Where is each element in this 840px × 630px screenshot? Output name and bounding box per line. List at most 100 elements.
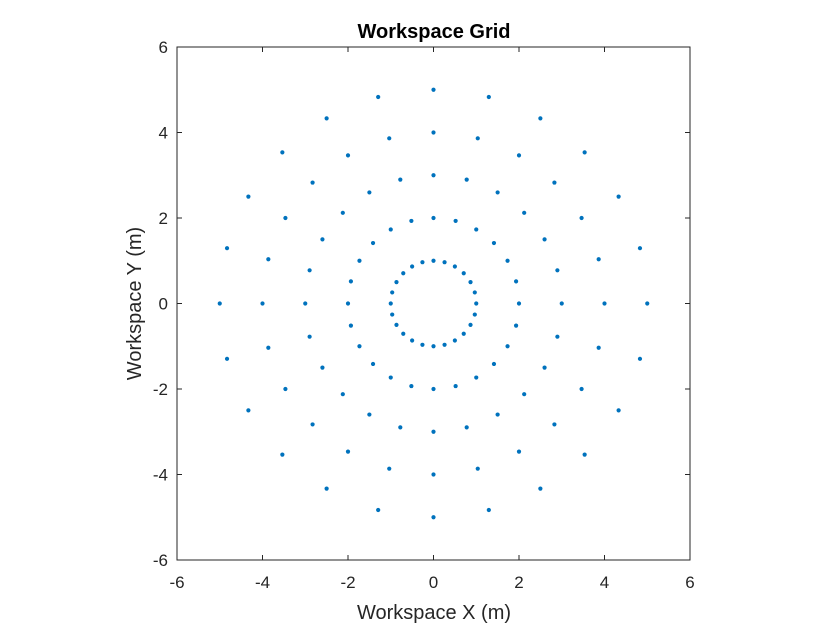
data-point bbox=[217, 301, 222, 306]
data-point bbox=[388, 227, 393, 232]
data-point bbox=[280, 452, 285, 457]
data-point bbox=[283, 386, 288, 392]
data-point bbox=[266, 345, 271, 350]
data-point bbox=[513, 279, 519, 284]
y-tick-label: 2 bbox=[159, 209, 168, 228]
data-point bbox=[320, 365, 325, 370]
data-point bbox=[579, 386, 584, 392]
plot-area bbox=[176, 46, 691, 561]
data-point bbox=[505, 258, 510, 263]
data-point bbox=[453, 383, 458, 389]
data-point bbox=[367, 412, 372, 417]
data-point bbox=[410, 338, 415, 343]
data-point bbox=[345, 301, 351, 306]
data-point bbox=[645, 301, 650, 306]
data-point bbox=[409, 218, 414, 224]
data-point bbox=[345, 153, 351, 158]
x-tick-label: 2 bbox=[514, 573, 523, 592]
data-point bbox=[475, 136, 480, 141]
data-point bbox=[431, 344, 436, 349]
data-point bbox=[324, 486, 329, 491]
data-point bbox=[431, 215, 436, 221]
data-point bbox=[538, 116, 543, 121]
y-tick-label: -4 bbox=[153, 466, 168, 485]
data-point bbox=[357, 344, 362, 349]
data-point bbox=[401, 331, 406, 336]
data-points bbox=[217, 87, 650, 520]
data-point bbox=[398, 425, 403, 430]
data-point bbox=[370, 240, 376, 246]
data-point bbox=[420, 342, 425, 347]
data-point bbox=[431, 87, 436, 92]
data-point bbox=[468, 322, 473, 327]
data-point bbox=[538, 486, 543, 491]
data-point bbox=[442, 260, 447, 265]
data-point bbox=[398, 177, 403, 182]
y-tick-label: 0 bbox=[159, 295, 168, 314]
data-point bbox=[637, 356, 643, 361]
data-point bbox=[472, 312, 477, 317]
data-point bbox=[542, 237, 547, 242]
data-point bbox=[266, 257, 271, 262]
data-point bbox=[468, 280, 473, 285]
x-tick-label: 6 bbox=[685, 573, 694, 592]
data-point bbox=[431, 130, 436, 135]
x-tick-label: -4 bbox=[255, 573, 270, 592]
y-tick-label: 4 bbox=[159, 124, 168, 143]
data-point bbox=[491, 361, 497, 367]
data-point bbox=[394, 322, 399, 327]
y-axis-label: Workspace Y (m) bbox=[124, 227, 146, 380]
data-point bbox=[401, 271, 406, 276]
x-axis-label: Workspace X (m) bbox=[357, 602, 511, 624]
data-point bbox=[348, 279, 354, 284]
data-point bbox=[387, 466, 392, 471]
data-point bbox=[307, 268, 312, 273]
data-point bbox=[410, 264, 415, 269]
data-point bbox=[324, 116, 329, 121]
x-tick-label: 0 bbox=[429, 573, 438, 592]
data-point bbox=[376, 507, 381, 513]
data-point bbox=[495, 190, 500, 195]
data-point bbox=[464, 425, 469, 430]
data-point bbox=[388, 301, 393, 306]
data-point bbox=[637, 246, 643, 251]
data-point bbox=[555, 334, 560, 339]
data-point bbox=[224, 246, 230, 251]
data-point bbox=[486, 94, 491, 100]
data-point bbox=[552, 180, 557, 185]
data-point bbox=[616, 408, 621, 413]
data-point bbox=[431, 258, 436, 263]
data-point bbox=[224, 356, 230, 361]
data-point bbox=[474, 375, 479, 380]
data-point bbox=[461, 331, 466, 336]
y-tick-label: -2 bbox=[153, 380, 168, 399]
chart-title: Workspace Grid bbox=[357, 21, 510, 43]
data-point bbox=[579, 215, 584, 221]
data-point bbox=[486, 507, 491, 513]
data-point bbox=[555, 268, 560, 273]
data-point bbox=[387, 136, 392, 141]
data-point bbox=[542, 365, 547, 370]
data-point bbox=[516, 449, 522, 454]
data-point bbox=[394, 280, 399, 285]
data-point bbox=[522, 210, 527, 215]
data-point bbox=[472, 290, 477, 295]
data-point bbox=[431, 173, 436, 178]
data-point bbox=[431, 472, 436, 477]
data-point bbox=[431, 386, 436, 392]
axis-ticks: -6 -4 -2 0 2 4 6 -6 -4 -2 0 2 4 6 bbox=[153, 38, 695, 592]
data-point bbox=[246, 408, 251, 413]
data-point bbox=[552, 422, 557, 427]
data-point bbox=[475, 466, 480, 471]
y-tick-label: 6 bbox=[159, 38, 168, 57]
data-point bbox=[522, 392, 527, 397]
data-point bbox=[442, 342, 447, 347]
data-point bbox=[491, 240, 497, 246]
data-point bbox=[340, 392, 345, 397]
data-point bbox=[461, 271, 466, 276]
data-point bbox=[596, 345, 601, 350]
data-point bbox=[452, 338, 457, 343]
data-point bbox=[559, 301, 564, 306]
data-point bbox=[310, 422, 315, 427]
